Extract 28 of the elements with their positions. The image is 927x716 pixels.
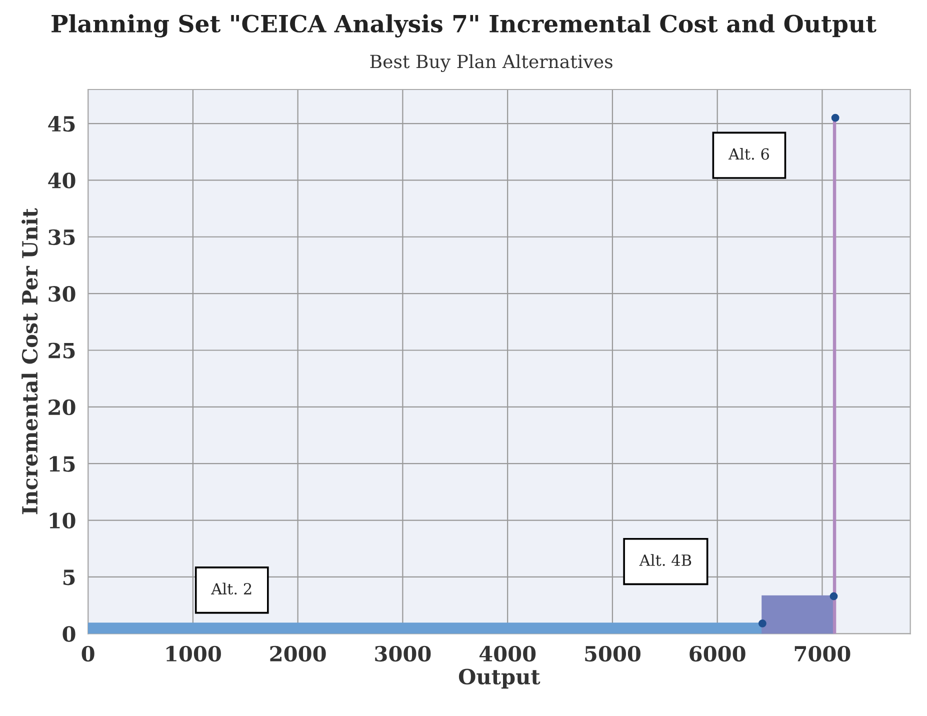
- y-tick-label: 25: [48, 342, 75, 358]
- x-tick-label: 7000: [794, 646, 850, 662]
- x-tick-label: 3000: [375, 646, 431, 662]
- y-tick-label: 40: [48, 172, 76, 188]
- x-tick-label: 5000: [585, 646, 640, 662]
- annotation: Alt. 4B: [639, 554, 692, 566]
- chart-subtitle: Best Buy Plan Alternatives: [370, 54, 612, 72]
- x-tick-label: 1000: [166, 646, 221, 662]
- y-tick-label: 45: [48, 116, 75, 132]
- y-tick-label: 20: [48, 399, 76, 416]
- y-axis-title: Incremental Cost Per Unit: [22, 208, 38, 514]
- y-tick-label: 5: [63, 570, 75, 586]
- y-tick-label: 15: [50, 456, 75, 472]
- annotation: Alt. 2: [211, 582, 252, 595]
- y-tick-label: 10: [50, 512, 76, 529]
- annotation: Alt. 6: [728, 148, 769, 160]
- y-tick-label: 35: [48, 229, 75, 246]
- y-tick-label: 30: [48, 286, 76, 302]
- chart-title: Planning Set "CEICA Analysis 7" Incremental Cost and Output: [52, 14, 876, 38]
- x-axis-title: Output: [458, 668, 540, 689]
- point: [758, 620, 766, 628]
- x-tick-label: 0: [82, 646, 94, 662]
- point: [830, 592, 838, 600]
- y-tick-label: 0: [62, 626, 76, 642]
- x-tick-label: 2000: [270, 646, 326, 662]
- x-tick-label: 4000: [479, 646, 536, 662]
- x-tick-label: 6000: [690, 646, 746, 662]
- point: [831, 114, 840, 122]
